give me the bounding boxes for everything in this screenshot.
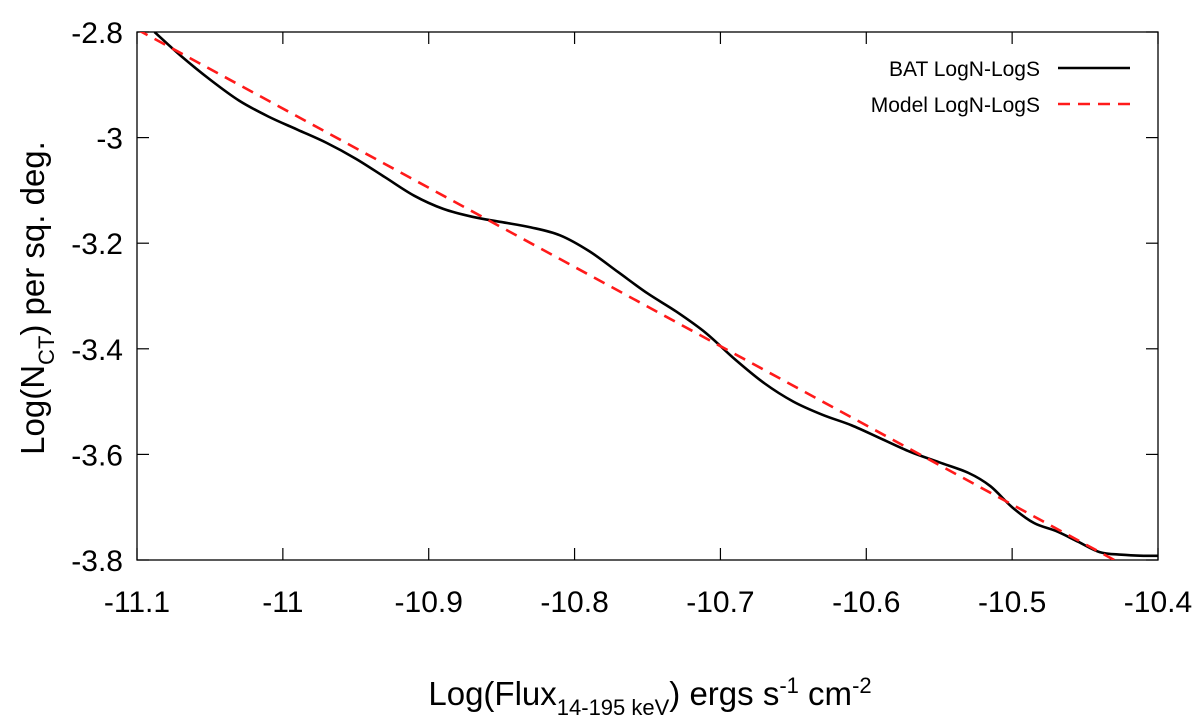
x-axis-label-superscript-2: -2 xyxy=(852,673,872,698)
y-tick-label: -3.2 xyxy=(71,228,123,261)
y-axis-label: Log(NCT) per sq. deg. xyxy=(14,141,59,455)
x-axis-label-prefix: Log(Flux xyxy=(428,675,557,712)
x-tick-label: -10.7 xyxy=(686,586,754,619)
series-line-bat-logn-logs xyxy=(153,32,1158,558)
y-axis-label-suffix: ) per sq. deg. xyxy=(14,141,51,335)
x-tick-label: -10.6 xyxy=(832,586,900,619)
x-tick-label: -11.1 xyxy=(104,586,170,619)
y-tick-label: -3.6 xyxy=(71,439,123,472)
x-tick-label: -11 xyxy=(262,586,303,619)
tick-labels-group: -11.1 -11 -10.9 -10.8 -10.7 -10.6 -10.5 -10.4 -2… xyxy=(71,17,1192,619)
axis-frame-group xyxy=(136,31,1159,561)
x-axis-label-superscript-1: -1 xyxy=(779,673,799,698)
chart-legend: BAT LogN-LogS Model LogN-LogS xyxy=(871,58,1130,117)
x-tick-label: -10.5 xyxy=(978,586,1046,619)
x-tick-label: -10.9 xyxy=(395,586,463,619)
plot-frame xyxy=(136,31,1159,561)
series-line-model-logn-logs xyxy=(139,32,1115,560)
y-tick-label: -3 xyxy=(96,123,123,156)
x-tick-label: -10.4 xyxy=(1124,586,1192,619)
y-tick-label: -2.8 xyxy=(71,17,123,50)
series-group xyxy=(139,32,1158,560)
x-axis-label: Log(Flux14-195 keV) ergs s-1 cm-2 xyxy=(428,673,871,720)
y-tick-label: -3.4 xyxy=(71,334,123,367)
x-axis-label-suffix: ) ergs s xyxy=(669,675,779,712)
y-tick-label: -3.8 xyxy=(71,545,123,578)
legend-label-bat: BAT LogN-LogS xyxy=(889,58,1040,81)
x-axis-label-subscript: 14-195 keV xyxy=(557,695,670,720)
legend-label-model: Model LogN-LogS xyxy=(871,94,1040,117)
x-axis-label-mid: cm xyxy=(799,675,852,712)
y-axis-label-prefix: Log(N xyxy=(14,365,51,455)
x-tick-label: -10.8 xyxy=(540,586,608,619)
y-axis-label-subscript: CT xyxy=(34,336,59,365)
